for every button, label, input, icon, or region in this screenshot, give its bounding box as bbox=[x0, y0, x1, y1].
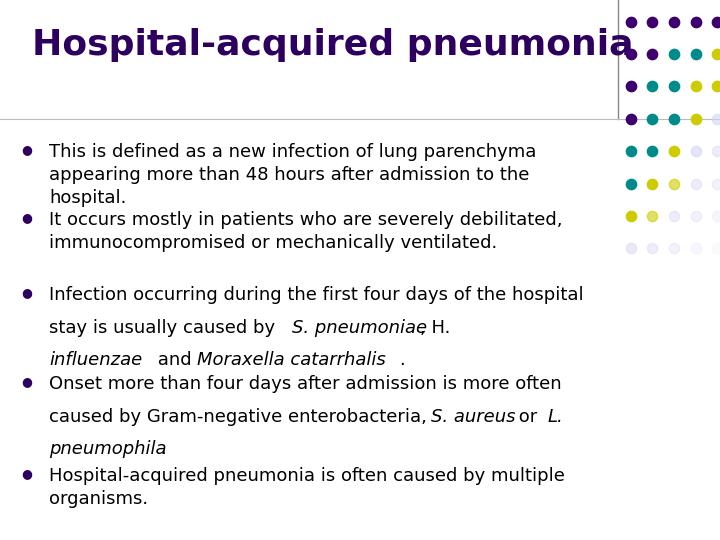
Point bbox=[668, 50, 680, 58]
Point bbox=[625, 212, 636, 220]
Point bbox=[647, 244, 658, 253]
Point bbox=[668, 82, 680, 91]
Point bbox=[690, 212, 701, 220]
Text: , H.: , H. bbox=[420, 319, 450, 336]
Text: ●: ● bbox=[22, 375, 32, 388]
Point bbox=[668, 212, 680, 220]
Point bbox=[625, 244, 636, 253]
Point bbox=[711, 212, 720, 220]
Text: Onset more than four days after admission is more often: Onset more than four days after admissio… bbox=[49, 375, 562, 393]
Point bbox=[668, 179, 680, 188]
Text: ●: ● bbox=[22, 143, 32, 156]
Point bbox=[625, 17, 636, 26]
Point bbox=[668, 114, 680, 123]
Point bbox=[690, 147, 701, 156]
Text: ●: ● bbox=[22, 467, 32, 480]
Point bbox=[625, 179, 636, 188]
Point bbox=[711, 114, 720, 123]
Text: It occurs mostly in patients who are severely debilitated,
immunocompromised or : It occurs mostly in patients who are sev… bbox=[49, 211, 562, 252]
Point bbox=[647, 179, 658, 188]
Text: stay is usually caused by: stay is usually caused by bbox=[49, 319, 275, 336]
Point bbox=[690, 82, 701, 91]
Point bbox=[625, 114, 636, 123]
Point bbox=[647, 17, 658, 26]
Point bbox=[668, 17, 680, 26]
Point bbox=[690, 179, 701, 188]
Text: and: and bbox=[152, 351, 197, 369]
Text: Moraxella catarrhalis: Moraxella catarrhalis bbox=[197, 351, 386, 369]
Text: Infection occurring during the first four days of the hospital: Infection occurring during the first fou… bbox=[49, 286, 584, 304]
Point bbox=[647, 82, 658, 91]
Point bbox=[625, 147, 636, 156]
Text: .: . bbox=[400, 351, 405, 369]
Text: .: . bbox=[161, 440, 166, 458]
Text: S. aureus: S. aureus bbox=[431, 408, 515, 426]
Point bbox=[625, 50, 636, 58]
Text: pneumophila: pneumophila bbox=[49, 440, 166, 458]
Text: Hospital-acquired pneumonia is often caused by multiple
organisms.: Hospital-acquired pneumonia is often cau… bbox=[49, 467, 564, 508]
Text: or: or bbox=[513, 408, 544, 426]
Text: ●: ● bbox=[22, 286, 32, 299]
Point bbox=[711, 17, 720, 26]
Text: S. pneumoniae: S. pneumoniae bbox=[292, 319, 428, 336]
Point bbox=[711, 82, 720, 91]
Point bbox=[647, 50, 658, 58]
Point bbox=[711, 244, 720, 253]
Point bbox=[711, 179, 720, 188]
Point bbox=[647, 212, 658, 220]
Text: ●: ● bbox=[22, 211, 32, 224]
Text: caused by Gram-negative enterobacteria,: caused by Gram-negative enterobacteria, bbox=[49, 408, 433, 426]
Point bbox=[647, 114, 658, 123]
Point bbox=[690, 244, 701, 253]
Text: influenzae: influenzae bbox=[49, 351, 143, 369]
Point bbox=[690, 50, 701, 58]
Text: This is defined as a new infection of lung parenchyma
appearing more than 48 hou: This is defined as a new infection of lu… bbox=[49, 143, 536, 207]
Point bbox=[625, 82, 636, 91]
Point bbox=[690, 114, 701, 123]
Point bbox=[668, 147, 680, 156]
Point bbox=[690, 17, 701, 26]
Point bbox=[668, 244, 680, 253]
Text: Hospital-acquired pneumonia: Hospital-acquired pneumonia bbox=[32, 28, 634, 62]
Text: L.: L. bbox=[548, 408, 564, 426]
Point bbox=[647, 147, 658, 156]
Point bbox=[711, 50, 720, 58]
Point bbox=[711, 147, 720, 156]
